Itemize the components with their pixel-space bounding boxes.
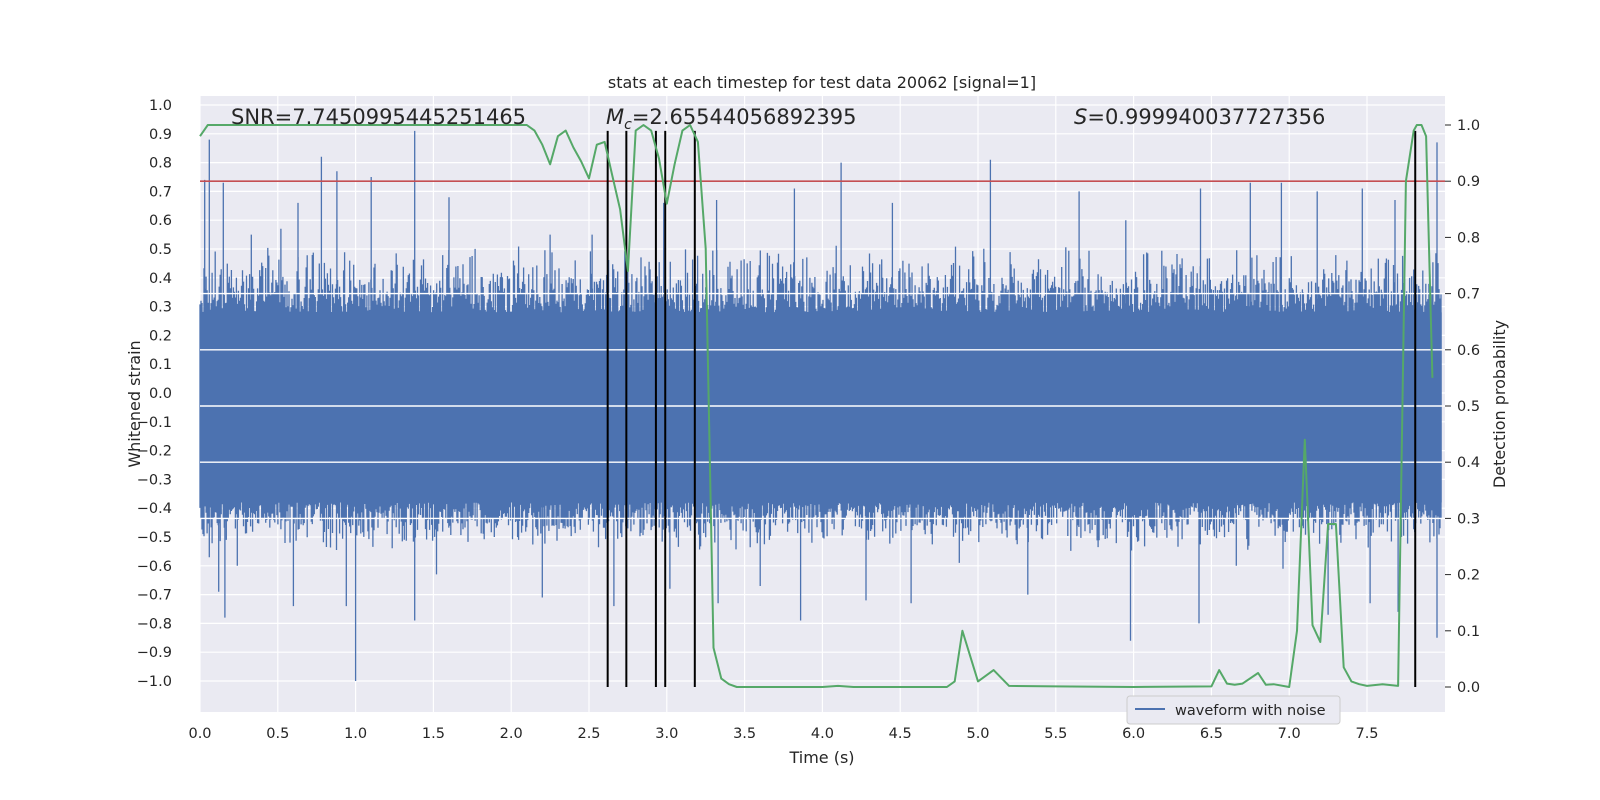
x-tick-label: 7.0 xyxy=(1278,726,1301,742)
y2-tick-label: 0.6 xyxy=(1457,343,1480,359)
y-tick-label: 0.4 xyxy=(149,271,172,287)
x-tick-label: 6.5 xyxy=(1200,726,1223,742)
y2-tick-labels: 1.0 0.9 0.8 0.7 0.6 0.5 0.4 0.3 0.2 0.1 0.0 xyxy=(1445,118,1480,696)
x-tick-label: 1.5 xyxy=(422,726,445,742)
y-tick-label: 0.7 xyxy=(149,184,172,200)
y-tick-label: −0.4 xyxy=(137,501,172,517)
x-tick-label: 3.0 xyxy=(655,726,678,742)
chirp-mass-annotation: Mc=2.65544056892395 xyxy=(606,105,857,133)
y2-tick-label: 1.0 xyxy=(1457,118,1480,134)
y2-tick-label: 0.1 xyxy=(1457,624,1480,640)
x-axis-title: Time (s) xyxy=(788,748,854,767)
y2-tick-label: 0.2 xyxy=(1457,568,1480,584)
legend-label: waveform with noise xyxy=(1175,703,1326,719)
y-tick-label: 0.1 xyxy=(149,357,172,373)
y2-tick-label: 0.5 xyxy=(1457,399,1480,415)
probability-series xyxy=(199,124,1434,688)
chirp-mass-symbol: M xyxy=(606,105,624,129)
x-tick-label: 2.5 xyxy=(577,726,600,742)
y2-axis-title: Detection probability xyxy=(1490,320,1509,488)
y-tick-labels: 1.0 0.9 0.8 0.7 0.6 0.5 0.4 0.3 0.2 0.1 0.0 −0.1 −0.… xyxy=(137,98,172,690)
x-tick-label: 1.0 xyxy=(344,726,367,742)
x-tick-label: 0.0 xyxy=(188,726,211,742)
y-tick-label: 0.9 xyxy=(149,127,172,143)
x-tick-label: 6.0 xyxy=(1122,726,1145,742)
y-tick-label: 0.5 xyxy=(149,242,172,258)
y2-tick-label: 0.8 xyxy=(1457,230,1480,246)
y-tick-label: 0.8 xyxy=(149,156,172,172)
y-tick-label: 1.0 xyxy=(149,98,172,114)
y-tick-label: −1.0 xyxy=(137,674,172,690)
chirp-mass-value: =2.65544056892395 xyxy=(632,105,857,129)
y2-tick-label: 0.3 xyxy=(1457,511,1480,527)
vertical-markers xyxy=(606,130,1417,687)
y-tick-label: 0.3 xyxy=(149,300,172,316)
x-tick-label: 3.5 xyxy=(733,726,756,742)
y-tick-label: −0.2 xyxy=(137,444,172,460)
chart-title: stats at each timestep for test data 200… xyxy=(608,73,1036,92)
x-tick-label: 0.5 xyxy=(266,726,289,742)
y-tick-label: 0.0 xyxy=(149,386,172,402)
waveform-series xyxy=(199,130,1445,681)
x-tick-label: 7.5 xyxy=(1355,726,1378,742)
snr-annotation: SNR=7.7450995445251465 xyxy=(231,105,526,129)
y-tick-label: 0.2 xyxy=(149,328,172,344)
y2-tick-label: 0.4 xyxy=(1457,455,1480,471)
y-tick-label: −0.9 xyxy=(137,645,172,661)
chirp-mass-subscript: c xyxy=(624,117,632,133)
score-annotation: S=0.999940037727356 xyxy=(1074,105,1325,129)
x-tick-label: 5.5 xyxy=(1044,726,1067,742)
y-tick-label: −0.3 xyxy=(137,472,172,488)
y-tick-label: −0.8 xyxy=(137,616,172,632)
y-axis-title: Whitened strain xyxy=(125,340,144,467)
score-symbol: S xyxy=(1074,105,1087,129)
x-tick-labels: 0.0 0.5 1.0 1.5 2.0 2.5 3.0 3.5 4.0 4.5 5.0 5.5 6.0 6… xyxy=(188,726,1378,742)
y-tick-label: −0.6 xyxy=(137,559,172,575)
y2-tick-label: 0.0 xyxy=(1457,680,1480,696)
y2-tick-label: 0.9 xyxy=(1457,174,1480,190)
legend-box xyxy=(1126,695,1341,725)
y-tick-label: 0.6 xyxy=(149,213,172,229)
y-tick-label: −0.7 xyxy=(137,588,172,604)
y-tick-label: −0.1 xyxy=(137,415,172,431)
y-tick-label: −0.5 xyxy=(137,530,172,546)
probability-line xyxy=(199,124,1434,688)
x-tick-label: 5.0 xyxy=(966,726,989,742)
y2-tick-label: 0.7 xyxy=(1457,287,1480,303)
x-tick-label: 4.0 xyxy=(811,726,834,742)
x-tick-label: 4.5 xyxy=(889,726,912,742)
legend: waveform with noise xyxy=(1126,695,1341,725)
x-tick-label: 2.0 xyxy=(500,726,523,742)
score-value: =0.999940037727356 xyxy=(1087,105,1325,129)
